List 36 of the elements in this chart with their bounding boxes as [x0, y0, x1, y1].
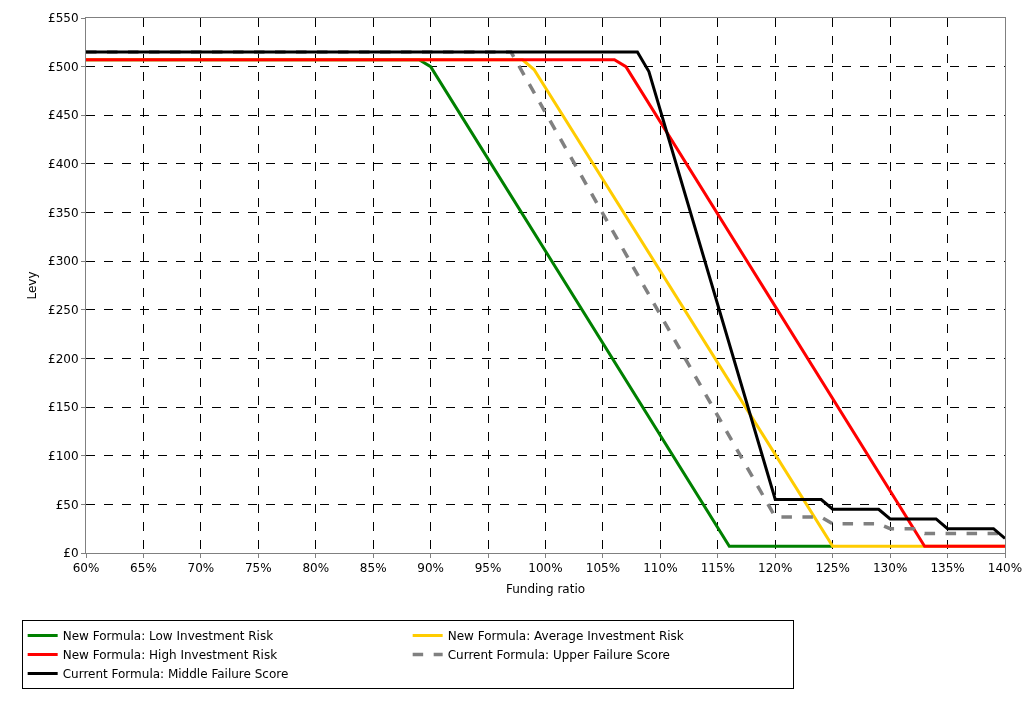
y-tick-label: £400	[48, 157, 79, 172]
x-tick-label: 95%	[474, 561, 502, 576]
x-tick-label: 110%	[643, 561, 678, 576]
legend-label: New Formula: High Investment Risk	[62, 648, 278, 663]
y-tick-label: £500	[48, 59, 79, 74]
y-tick-label: £150	[48, 400, 79, 415]
y-tick-label: £200	[48, 351, 79, 366]
x-tick-label: 75%	[244, 561, 272, 576]
y-tick-label: £450	[48, 108, 79, 123]
y-tick-label: £100	[48, 448, 79, 463]
x-tick-label: 85%	[359, 561, 387, 576]
y-axis-title: Levy	[25, 271, 40, 300]
x-tick-label: 140%	[987, 561, 1023, 576]
y-tick-label: £300	[48, 254, 79, 269]
x-tick-label: 105%	[585, 561, 621, 576]
x-tick-label: 135%	[930, 561, 965, 576]
x-tick-label: 130%	[872, 561, 908, 576]
legend-label: Current Formula: Upper Failure Score	[447, 648, 670, 663]
legend-label: Current Formula: Middle Failure Score	[62, 667, 289, 682]
x-tick-label: 70%	[187, 561, 215, 576]
x-tick-label: 115%	[700, 561, 735, 576]
y-tick-label: £250	[48, 303, 79, 318]
x-tick-label: 120%	[758, 561, 793, 576]
x-axis-title: Funding ratio	[505, 582, 586, 597]
y-tick-label: £350	[48, 205, 79, 220]
y-tick-label: £550	[48, 11, 79, 26]
x-tick-label: 90%	[417, 561, 444, 576]
x-tick-label: 65%	[130, 561, 157, 576]
x-tick-label: 125%	[815, 561, 850, 576]
legend-label: New Formula: Low Investment Risk	[62, 629, 274, 644]
x-tick-label: 80%	[302, 561, 330, 576]
x-tick-label: 100%	[528, 561, 563, 576]
legend-label: New Formula: Average Investment Risk	[447, 629, 684, 644]
y-tick-label: £50	[55, 497, 79, 512]
x-tick-label: 60%	[72, 561, 100, 576]
y-tick-label: £0	[63, 546, 79, 561]
